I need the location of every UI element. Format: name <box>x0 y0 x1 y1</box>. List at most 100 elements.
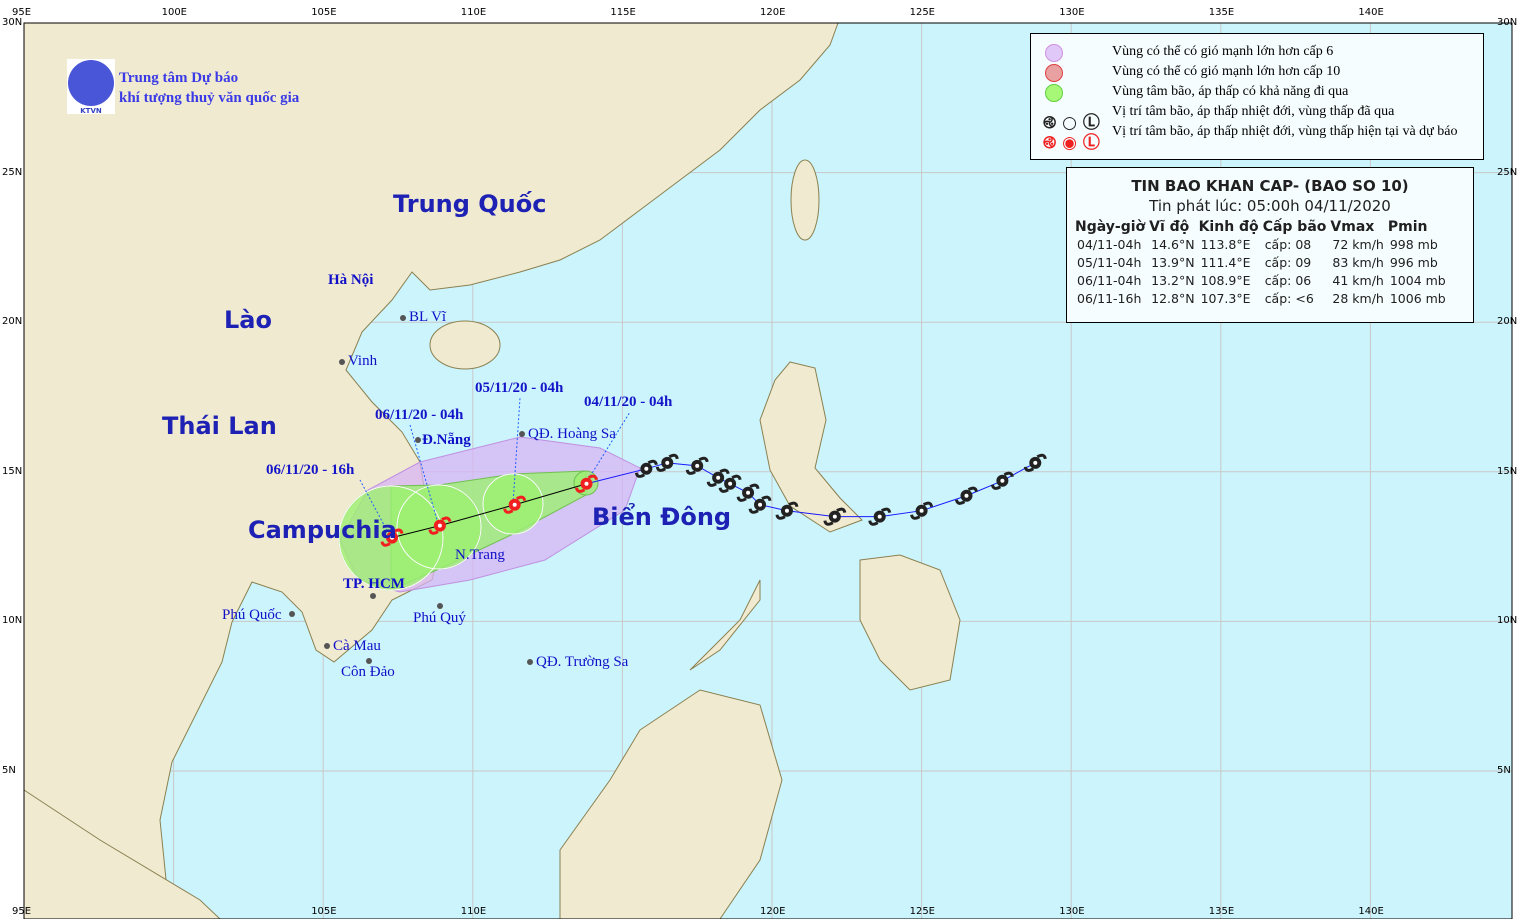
top-axis-label: 105E <box>311 7 337 18</box>
place-hoang-sa: QĐ. Hoàng Sa <box>528 426 616 442</box>
table-cell: 111.4°E <box>1200 254 1251 270</box>
left-axis-label: 10N <box>2 615 23 627</box>
col-vmax: Vmax <box>1330 219 1375 235</box>
country-lao: Lào <box>224 306 272 334</box>
table-cell: 996 mb <box>1389 254 1438 270</box>
table-cell: cấp: <6 <box>1264 290 1314 306</box>
left-axis-label: 5N <box>2 765 16 776</box>
table-header: Ngày-giờ Vĩ độ Kinh độ Cấp bão Vmax Pmin <box>1075 219 1450 235</box>
past-storm-icon <box>1023 453 1047 472</box>
past-storm-icon <box>634 459 658 478</box>
bottom-axis-label: 110E <box>460 906 487 917</box>
place-dots <box>289 315 533 665</box>
org-line-1: Trung tâm Dự báo <box>119 70 239 86</box>
forecast-storm-icon <box>380 528 404 547</box>
forecast-label-1: 04/11/20 - 04h <box>584 394 673 410</box>
place-phu-quy: Phú Quý <box>413 610 466 626</box>
table-cell: cấp: 08 <box>1264 236 1312 252</box>
past-storm-icon <box>910 501 934 520</box>
table-cell: 13.2°N <box>1151 272 1195 288</box>
table-cell: 41 km/h <box>1332 272 1384 288</box>
right-axis-label: 5N <box>1497 765 1511 776</box>
table-cell: 1004 mb <box>1389 272 1446 288</box>
place-da-nang: Đ.Nẵng <box>422 432 471 448</box>
place-phu-quoc: Phú Quốc <box>222 607 282 623</box>
past-storm-icon <box>990 471 1014 490</box>
storm-center-cone <box>338 470 599 591</box>
storm-cone-swatch <box>1045 84 1063 102</box>
col-lon: Kinh độ <box>1198 219 1259 235</box>
table-cell: 113.8°E <box>1200 236 1251 252</box>
table-cell: cấp: 06 <box>1264 272 1312 288</box>
past-storm-icon <box>823 507 847 526</box>
country-trung-quoc: Trung Quốc <box>393 190 547 218</box>
bottom-axis-label: 95E <box>12 906 32 917</box>
right-axis-label: 15N <box>1497 465 1518 477</box>
logo: KTVN <box>67 59 115 115</box>
col-pmin: Pmin <box>1387 219 1428 235</box>
legend-item: Vị trí tâm bão, áp thấp nhiệt đới, vùng … <box>1112 104 1395 119</box>
past-storm-icon <box>706 468 730 487</box>
right-axis-label: 20N <box>1497 316 1518 328</box>
place-tp-hcm: TP. HCM <box>343 576 405 592</box>
legend-item: Vùng có thể có gió mạnh lớn hơn cấp 6 <box>1112 44 1334 59</box>
table-cell: 05/11-04h <box>1077 254 1142 270</box>
past-storm-icon <box>655 453 679 472</box>
left-axis-label: 15N <box>2 465 23 477</box>
right-axis-label: 25N <box>1497 166 1518 178</box>
table-row: 04/11-04h 14.6°N 113.8°E cấp: 08 72 km/h 998 … <box>1075 235 1450 253</box>
top-axis-label: 140E <box>1358 7 1384 18</box>
wind-cap10-swatch <box>1045 64 1063 82</box>
place-vinh: Vinh <box>348 353 378 369</box>
top-axis-label: 110E <box>460 7 487 18</box>
table-cell: 72 km/h <box>1332 236 1384 252</box>
col-level: Cấp bão <box>1262 219 1327 235</box>
label-leaders <box>359 397 631 539</box>
forecast-position-icons: ࿋ ◉ Ⓛ <box>1043 133 1100 153</box>
past-storm-icon <box>775 501 799 520</box>
past-storm-icon <box>736 483 760 502</box>
top-axis-label: 100E <box>161 7 187 18</box>
sea-bien-dong: Biển Đông <box>592 503 732 531</box>
table-cell: 107.3°E <box>1200 290 1251 306</box>
place-ca-mau: Cà Mau <box>333 638 381 654</box>
top-axis-label: 120E <box>760 7 786 18</box>
wind-cap6-swatch <box>1045 44 1063 62</box>
place-con-dao: Côn Đảo <box>341 664 395 680</box>
land <box>23 22 961 919</box>
table-cell: 06/11-16h <box>1077 290 1142 306</box>
table-cell: 28 km/h <box>1332 290 1384 306</box>
org-name: Trung tâm Dự báo khí tượng thuỷ văn quốc… <box>119 68 299 108</box>
forecast-track-line <box>391 483 587 539</box>
bottom-axis-label: 140E <box>1358 906 1384 917</box>
col-lat: Vĩ độ <box>1149 219 1190 235</box>
past-storm-icon <box>955 486 978 505</box>
bottom-axis-label: 105E <box>311 906 337 917</box>
bottom-axis-label: 120E <box>760 906 786 917</box>
place-nha-trang: N.Trang <box>455 547 505 563</box>
table-cell: 13.9°N <box>1151 254 1195 270</box>
top-axis-label: 135E <box>1208 7 1235 18</box>
logo-text: KTVN <box>80 107 102 115</box>
bulletin-title: TIN BAO KHAN CAP- (BAO SO 10) <box>1131 177 1409 195</box>
legend: Vùng có thể có gió mạnh lớn hơn cấp 6 Vù… <box>1030 33 1484 160</box>
table-cell: 14.6°N <box>1151 236 1195 252</box>
top-axis-label: 130E <box>1059 7 1085 18</box>
forecast-label-4: 06/11/20 - 16h <box>266 462 355 478</box>
forecast-storm-icon <box>503 495 527 514</box>
bottom-axis-label: 125E <box>909 906 935 917</box>
bulletin-box: TIN BAO KHAN CAP- (BAO SO 10) Tin phát l… <box>1066 167 1474 323</box>
top-axis-label: 125E <box>909 7 935 18</box>
logo-emblem <box>68 60 114 106</box>
left-axis-label: 25N <box>2 166 23 178</box>
legend-item: Vùng có thể có gió mạnh lớn hơn cấp 10 <box>1112 64 1341 79</box>
table-cell: 998 mb <box>1389 236 1438 252</box>
table-row: 05/11-04h 13.9°N 111.4°E cấp: 09 83 km/h 996 … <box>1075 253 1450 271</box>
table-row: 06/11-04h 13.2°N 108.9°E cấp: 06 41 km/h 1004… <box>1075 271 1450 289</box>
past-position-icons: ࿋ ○ Ⓛ <box>1043 113 1100 133</box>
org-line-2: khí tượng thuỷ văn quốc gia <box>119 90 300 106</box>
place-bl-vi: BL Vĩ <box>409 309 447 325</box>
bulletin-issued: Tin phát lúc: 05:00h 04/11/2020 <box>1149 197 1391 215</box>
table-cell: 108.9°E <box>1200 272 1251 288</box>
table-cell: 83 km/h <box>1332 254 1384 270</box>
